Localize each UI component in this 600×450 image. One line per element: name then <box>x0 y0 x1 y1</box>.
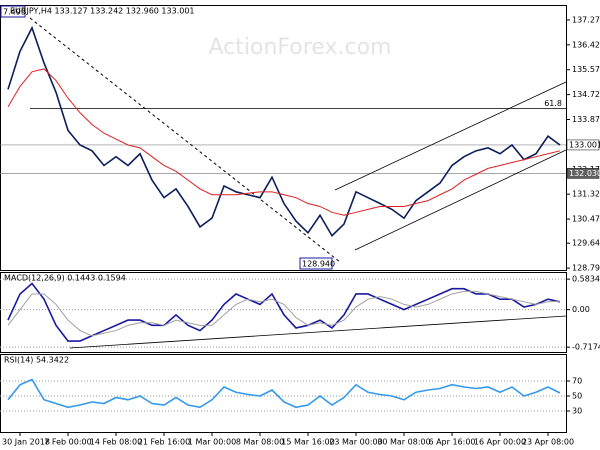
y-tick-label: 134.720 <box>572 90 600 99</box>
y-tick-label: 70 <box>572 377 582 386</box>
panel-title: RSI(14) 54.3422 <box>4 356 69 365</box>
y-tick-label: 30 <box>572 407 582 416</box>
x-tick-label: 16 Apr 00:00 <box>474 438 526 447</box>
x-tick-label: 30 Jan 2018 <box>2 438 50 447</box>
series-line <box>7 282 561 342</box>
price-label: 132.030 <box>569 169 600 178</box>
channel-line <box>354 149 567 251</box>
y-tick-label: 131.320 <box>572 190 600 199</box>
y-tick-label: 137.270 <box>572 15 600 24</box>
x-tick-label: 14 Feb 08:00 <box>90 438 142 447</box>
series-line <box>7 290 561 337</box>
panel-frame <box>0 272 567 353</box>
x-tick-label: 21 Feb 16:00 <box>138 438 190 447</box>
y-tick-label: 133.870 <box>572 115 600 124</box>
y-tick-label: 0.5834 <box>572 275 600 284</box>
x-tick-label: 7 Feb 00:00 <box>44 438 91 447</box>
y-tick-label: 129.645 <box>572 239 600 248</box>
series-line <box>7 68 561 216</box>
chart-title: EURJPY,H4 133.127 133.242 132.960 133.00… <box>10 7 195 16</box>
y-tick-label: 0.00 <box>572 305 590 314</box>
y-tick-label: 136.420 <box>572 40 600 49</box>
y-tick-label: 50 <box>572 392 582 401</box>
price-box <box>566 139 600 151</box>
y-tick-label: -0.7174 <box>572 343 600 352</box>
macd-trend-line <box>69 315 567 349</box>
x-tick-label: 8 Mar 08:00 <box>236 438 284 447</box>
annotation: 128.940 <box>302 260 335 269</box>
panel-frame <box>0 354 567 433</box>
fib-label: 61.8 <box>544 99 562 108</box>
annotation: 7.499 <box>3 8 26 17</box>
watermark: ActionForex.com <box>209 35 392 60</box>
x-tick-label: 30 Mar 08:00 <box>377 438 430 447</box>
annotation-box <box>0 5 26 18</box>
price-label: 133.001 <box>569 140 600 149</box>
panel-frame <box>0 5 567 271</box>
series-line <box>7 378 561 409</box>
y-tick-label: 130.470 <box>572 215 600 224</box>
annotation-box <box>299 257 333 270</box>
y-tick-label: 135.570 <box>572 65 600 74</box>
x-tick-label: 1 Mar 00:00 <box>188 438 236 447</box>
x-tick-label: 23 Mar 00:00 <box>329 438 382 447</box>
series-line <box>7 25 561 238</box>
x-tick-label: 23 Apr 08:00 <box>522 438 574 447</box>
y-tick-label: 128.795 <box>572 264 600 273</box>
channel-line <box>334 81 567 191</box>
x-tick-label: 6 Apr 16:00 <box>428 438 475 447</box>
panel-title: MACD(12,26,9) 0.1443 0.1594 <box>4 274 126 283</box>
x-tick-label: 15 Mar 16:00 <box>281 438 334 447</box>
price-box <box>566 168 600 179</box>
